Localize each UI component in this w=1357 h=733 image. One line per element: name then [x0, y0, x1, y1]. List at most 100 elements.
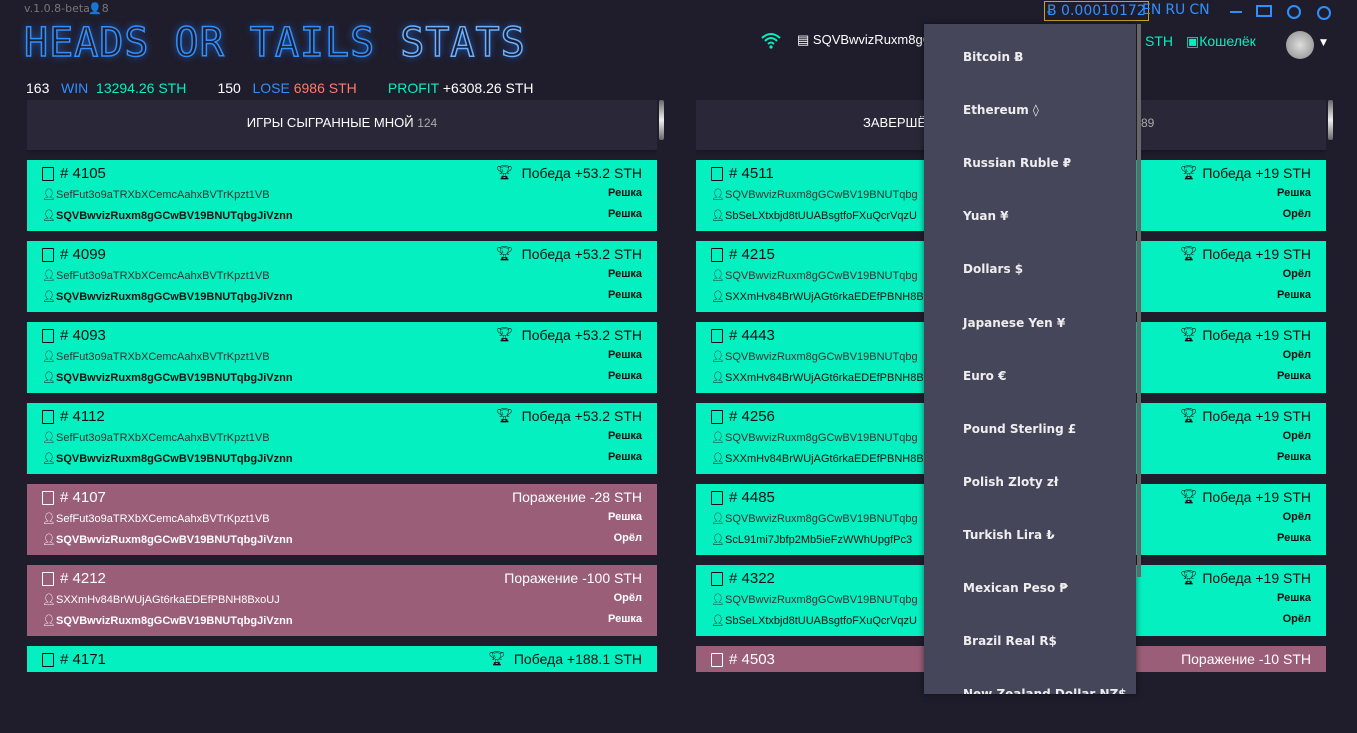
player: SQVBwvizRuxm8gGCwBV19BNUTqbg — [725, 351, 918, 363]
currency-option[interactable]: Pound Sterling £ — [963, 421, 1077, 436]
profit-amount: +6308.26 STH — [442, 80, 534, 96]
currency-option[interactable]: Polish Zloty zł — [963, 474, 1059, 489]
user-icon: 👤︎ — [711, 189, 725, 201]
currency-option[interactable]: Turkish Lira ₺ — [963, 527, 1055, 542]
panel-title-text: ИГРЫ СЫГРАННЫЕ МНОЙ — [246, 115, 414, 130]
player: SXXmHv84BrWUjAGt6rkaEDEfPBNH8B — [725, 291, 924, 303]
side: Решка — [1277, 370, 1311, 382]
player: SefFut3o9aTRXbXCemcAahxBVTrKpzt1VB — [56, 513, 270, 525]
currency-option[interactable]: New Zealand Dollar NZ$ — [963, 687, 1127, 694]
user-icon: 👤︎ — [711, 615, 725, 627]
profit-label: PROFIT — [387, 80, 439, 96]
win-count: 163 — [26, 80, 50, 96]
wallet-label[interactable]: Кошелёк — [1199, 33, 1256, 49]
balance[interactable]: Ƀ 0.00010172 — [1044, 1, 1149, 21]
scrollbar[interactable] — [1328, 100, 1333, 140]
user-icon: 👤︎ — [42, 291, 56, 303]
version: v.1.0.8-beta — [24, 2, 90, 15]
player: SefFut3o9aTRXbXCemcAahxBVTrKpzt1VB — [56, 189, 270, 201]
side: Решка — [608, 511, 642, 523]
doc-icon — [42, 248, 54, 262]
user-icon: 👤︎ — [42, 372, 56, 384]
language[interactable]: RU — [1165, 2, 1186, 18]
user-icon: 👤︎ — [711, 594, 725, 606]
game-card[interactable]: # 4212 Поражение -100 STH 👤︎ SXXmHv84BrWUjA… — [27, 565, 657, 636]
screen[interactable] — [1256, 5, 1272, 17]
game-card[interactable]: # 4112 Победа +53.2 STH 🏆︎ 👤︎ SefFut3o9aTRXb… — [27, 403, 657, 474]
side: Орёл — [613, 532, 642, 544]
game-id: # 4215 — [729, 246, 775, 263]
player: ScL91mi7Jbfp2Mb5ieFzWWhUpgfPc3 — [725, 534, 913, 546]
avatar[interactable] — [1286, 31, 1314, 59]
trophy-icon: 🏆︎ — [1179, 569, 1198, 585]
currency-option[interactable]: Yuan ¥ — [963, 209, 1009, 224]
game-card[interactable]: # 4171 Победа +188.1 STH 🏆︎ — [27, 646, 657, 672]
power[interactable] — [1317, 6, 1331, 20]
player: SQVBwvizRuxm8gGCwBV19BNUTqbgJiVznn — [56, 615, 293, 627]
scrollbar[interactable] — [659, 100, 664, 140]
result: Победа +19 STH — [1202, 408, 1311, 424]
side: Орёл — [1282, 511, 1311, 523]
currency-option[interactable]: Bitcoin Ƀ — [963, 50, 1024, 64]
game-id: # 4503 — [729, 651, 775, 668]
doc-icon — [711, 491, 723, 505]
side: Орёл — [613, 592, 642, 604]
doc-icon — [42, 329, 54, 343]
languages: EN RU CN — [1142, 2, 1214, 18]
wallet[interactable]: ▣Кошелёк — [1186, 33, 1256, 49]
user-icon: 👤︎ — [42, 189, 56, 201]
currency-option[interactable]: Euro € — [963, 368, 1007, 383]
side: Решка — [608, 430, 642, 442]
game-card[interactable]: # 4105 Победа +53.2 STH 🏆︎ 👤︎ SefFut3o9aTRXb… — [27, 160, 657, 231]
refresh[interactable] — [1287, 5, 1301, 19]
panel-header: ИГРЫ СЫГРАННЫЕ МНОЙ 124 — [27, 100, 657, 150]
result: Поражение -10 STH — [1181, 651, 1311, 667]
side: Решка — [608, 187, 642, 199]
side: Решка — [608, 268, 642, 280]
currency-option[interactable]: Japanese Yen ¥ — [963, 315, 1066, 330]
panel-count: 124 — [417, 116, 438, 130]
side: Решка — [608, 370, 642, 382]
trophy-icon: 🏆︎ — [1179, 245, 1198, 261]
game-id: # 4322 — [729, 570, 775, 587]
side: Решка — [1277, 451, 1311, 463]
currency-option[interactable]: Mexican Peso ₱ — [963, 581, 1068, 595]
result: Победа +53.2 STH — [521, 165, 642, 181]
currency-option[interactable]: Brazil Real R$ — [963, 634, 1057, 649]
user-icon: 👤︎ — [42, 210, 56, 222]
player: SQVBwvizRuxm8gGCwBV19BNUTqbg — [725, 432, 918, 444]
stats: 163 WIN 13294.26 STH 150 LOSE 6986 STH P… — [26, 80, 534, 96]
result: Победа +19 STH — [1202, 327, 1311, 343]
game-card[interactable]: # 4099 Победа +53.2 STH 🏆︎ 👤︎ SefFut3o9aTRXb… — [27, 241, 657, 312]
language[interactable]: CN — [1189, 2, 1210, 18]
result: Поражение -100 STH — [504, 570, 642, 586]
doc-icon — [711, 653, 723, 667]
result: Победа +53.2 STH — [521, 327, 642, 343]
user-icon: 👤︎ — [42, 270, 56, 282]
game-card[interactable]: # 4093 Победа +53.2 STH 🏆︎ 👤︎ SefFut3o9aTRXb… — [27, 322, 657, 393]
language[interactable]: EN — [1142, 2, 1162, 18]
result: Победа +19 STH — [1202, 165, 1311, 181]
player: SXXmHv84BrWUjAGt6rkaEDEfPBNH8B — [725, 372, 924, 384]
menu-scrollbar[interactable] — [1137, 24, 1141, 577]
user-icon: 👤︎ — [711, 270, 725, 282]
user-icon: 👤︎ — [42, 453, 56, 465]
side: Решка — [1277, 187, 1311, 199]
trophy-icon: 🏆︎ — [495, 164, 514, 180]
panel-count: 89 — [1141, 116, 1155, 130]
currency-option[interactable]: Dollars $ — [963, 262, 1024, 277]
currency-option[interactable]: Russian Ruble ₽ — [963, 156, 1072, 171]
user-icon: 👤︎ — [711, 351, 725, 363]
doc-icon — [711, 329, 723, 343]
online: 8 — [101, 2, 109, 15]
side: Орёл — [1282, 268, 1311, 280]
lose-count: 150 — [217, 80, 241, 96]
player: SQVBwvizRuxm8gGCwBV19BNUTqbg — [725, 270, 918, 282]
currency-option[interactable]: Ethereum ◊ — [963, 103, 1039, 118]
lose-amount: 6986 STH — [293, 80, 357, 96]
side: Решка — [608, 613, 642, 625]
game-card[interactable]: # 4107 Поражение -28 STH 👤︎ SefFut3o9aTRXbX… — [27, 484, 657, 555]
user-icon: 👤︎ — [42, 513, 56, 525]
avatar-caret[interactable]: ▼ — [1320, 38, 1327, 48]
user-icon: 👤︎ — [711, 513, 725, 525]
